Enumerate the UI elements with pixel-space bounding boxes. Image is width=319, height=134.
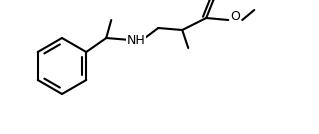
Text: NH: NH [127, 34, 146, 46]
Text: O: O [230, 10, 240, 23]
